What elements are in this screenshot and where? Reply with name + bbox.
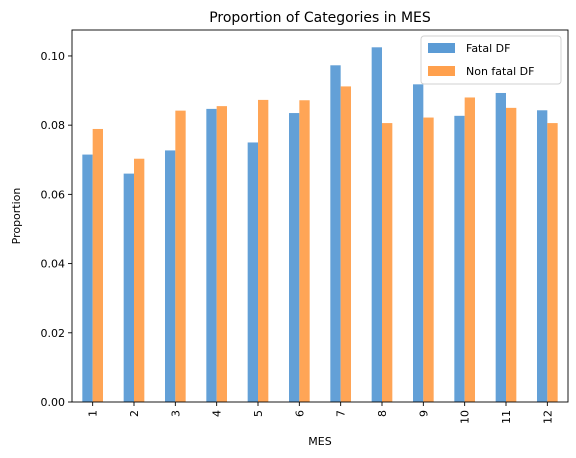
bar-non-fatal-df-8 — [382, 123, 393, 402]
x-axis-label: MES — [308, 435, 331, 448]
x-tick-label: 2 — [128, 410, 141, 417]
bar-non-fatal-df-2 — [134, 158, 145, 402]
bar-fatal-df-6 — [289, 113, 300, 403]
x-tick-label: 9 — [417, 410, 430, 417]
legend-swatch-fatal-df — [428, 43, 455, 53]
bars-group — [82, 47, 558, 403]
bar-non-fatal-df-3 — [175, 110, 186, 402]
x-tick-label: 7 — [335, 410, 348, 417]
bar-non-fatal-df-1 — [92, 128, 103, 402]
bar-non-fatal-df-11 — [506, 107, 517, 402]
x-tick-label: 1 — [87, 410, 100, 417]
chart-title: Proportion of Categories in MES — [209, 10, 431, 26]
x-axis-ticks: 1 2 3 4 5 6 7 8 9 10 11 12 — [87, 402, 554, 424]
x-tick-label: 12 — [541, 410, 554, 424]
bar-fatal-df-12 — [537, 110, 548, 403]
x-tick-label: 11 — [500, 410, 513, 424]
legend-swatch-non-fatal-df — [428, 66, 455, 76]
bar-fatal-df-3 — [165, 150, 176, 402]
y-axis-label: Proportion — [10, 188, 23, 245]
y-tick-label: 0.08 — [41, 119, 66, 132]
bar-fatal-df-7 — [330, 65, 341, 402]
y-tick-label: 0.10 — [41, 50, 66, 63]
bar-fatal-df-9 — [413, 84, 424, 403]
bar-non-fatal-df-5 — [258, 99, 269, 402]
y-tick-label: 0.02 — [41, 327, 66, 340]
legend-label-fatal-df: Fatal DF — [466, 42, 510, 55]
bar-non-fatal-df-6 — [299, 100, 310, 403]
x-tick-label: 3 — [169, 410, 182, 417]
bar-fatal-df-1 — [82, 154, 93, 402]
x-tick-label: 4 — [211, 410, 224, 417]
x-tick-label: 5 — [252, 410, 265, 417]
y-tick-label: 0.06 — [41, 188, 66, 201]
x-tick-label: 8 — [376, 410, 389, 417]
legend: Fatal DF Non fatal DF — [420, 35, 562, 85]
bar-non-fatal-df-4 — [216, 106, 227, 402]
legend-label-non-fatal-df: Non fatal DF — [466, 65, 534, 78]
x-tick-label: 10 — [459, 410, 472, 424]
y-axis-ticks: 0.00 0.02 0.04 0.06 0.08 0.10 — [41, 50, 72, 409]
plot-frame — [71, 29, 569, 403]
bar-fatal-df-5 — [247, 142, 258, 402]
bar-fatal-df-10 — [454, 115, 465, 403]
bar-fatal-df-8 — [371, 47, 382, 402]
bar-fatal-df-2 — [123, 173, 134, 402]
bar-non-fatal-df-7 — [340, 86, 351, 402]
legend-box — [420, 35, 562, 85]
bar-fatal-df-11 — [495, 92, 506, 402]
bar-fatal-df-4 — [206, 108, 217, 402]
bar-non-fatal-df-10 — [464, 97, 475, 403]
bar-non-fatal-df-12 — [547, 123, 558, 402]
y-tick-label: 0.04 — [41, 258, 66, 271]
y-tick-label: 0.00 — [41, 396, 66, 409]
x-tick-label: 6 — [293, 410, 306, 417]
bar-non-fatal-df-9 — [423, 117, 434, 402]
